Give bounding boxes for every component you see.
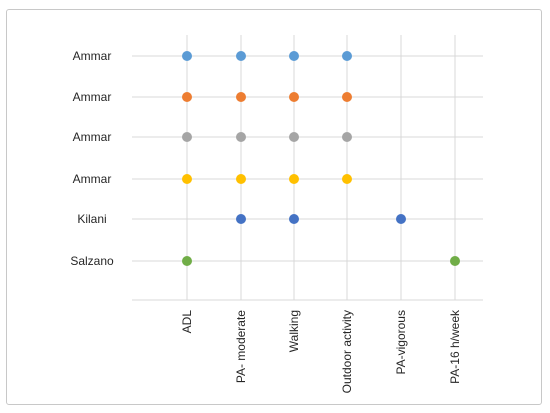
y-tick-label: Ammar: [73, 130, 112, 144]
data-point: [236, 51, 246, 61]
data-point: [236, 174, 246, 184]
data-point: [342, 174, 352, 184]
data-point: [182, 92, 192, 102]
data-point: [236, 92, 246, 102]
data-point: [396, 214, 406, 224]
y-tick-label: Ammar: [73, 49, 112, 63]
y-tick-label: Salzano: [70, 254, 114, 268]
data-point: [289, 214, 299, 224]
data-point: [342, 92, 352, 102]
x-tick-label: Outdoor activity: [340, 310, 354, 393]
data-point: [289, 132, 299, 142]
x-tick-label: ADL: [180, 310, 194, 334]
data-point: [182, 132, 192, 142]
data-point: [236, 132, 246, 142]
data-point: [236, 214, 246, 224]
data-point: [182, 174, 192, 184]
x-tick-label: Walking: [287, 310, 301, 352]
y-tick-label: Ammar: [73, 90, 112, 104]
x-tick-label: PA-16 h/week: [448, 309, 462, 384]
data-point: [289, 51, 299, 61]
data-point: [342, 132, 352, 142]
x-tick-label: PA-vigorous: [394, 310, 408, 374]
chart-frame: [6, 9, 542, 405]
data-point: [182, 51, 192, 61]
data-point: [289, 92, 299, 102]
y-tick-label: Kilani: [77, 212, 106, 226]
data-point: [450, 256, 460, 266]
x-axis-labels: ADL PA- moderate Walking Outdoor activity PA…: [180, 309, 462, 393]
x-tick-label: PA- moderate: [234, 310, 248, 383]
y-tick-label: Ammar: [73, 172, 112, 186]
data-point: [342, 51, 352, 61]
data-point: [182, 256, 192, 266]
data-point: [289, 174, 299, 184]
y-axis-labels: Salzano Kilani Ammar Ammar Ammar Ammar: [70, 49, 114, 268]
data-points: [182, 51, 460, 266]
